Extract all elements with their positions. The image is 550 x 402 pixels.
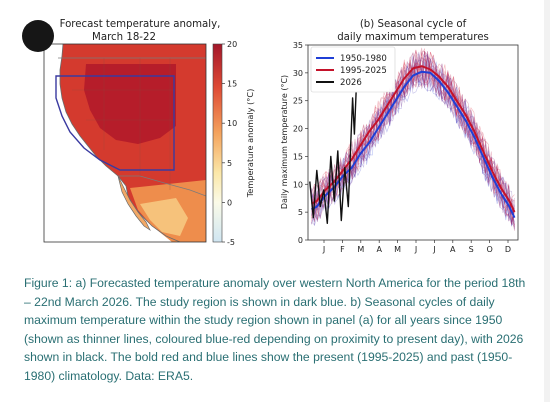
y-tick-label: 15: [293, 152, 303, 161]
historical-year-line: [311, 51, 515, 214]
panel-b-title: (b) Seasonal cycle of: [360, 19, 467, 30]
camera-dot: [22, 20, 54, 52]
legend-label-current: 2026: [340, 78, 362, 88]
x-tick-label: S: [469, 245, 474, 254]
legend-label-present: 1995-2025: [340, 66, 387, 76]
figure-caption: Figure 1: a) Forecasted temperature anom…: [24, 276, 526, 383]
x-tick-label: O: [486, 245, 492, 254]
y-tick-label: 25: [293, 97, 303, 106]
legend: 1950-1980 1995-2025 2026: [310, 46, 396, 93]
climatology-series: [309, 65, 516, 224]
study-region-box: [55, 75, 175, 171]
colorbar-tick-label: 15: [227, 80, 237, 89]
colorbar-tick-label: 20: [227, 40, 237, 49]
map-frame: [43, 43, 207, 243]
historical-year-line: [311, 47, 515, 222]
panel-a-subtitle: March 18-22: [92, 32, 156, 43]
panel-a: Forecast temperature anomaly, March 18-2…: [43, 19, 255, 247]
colorbar-tick-label: -5: [227, 238, 235, 247]
x-tick-label: M: [394, 245, 401, 254]
historical-year-line: [311, 60, 515, 219]
historical-year-line: [311, 47, 515, 224]
panel-b-subtitle: daily maximum temperatures: [337, 32, 489, 43]
historical-year-line: [311, 55, 515, 225]
colorbar-label: Temperature anomaly (°C): [245, 89, 255, 199]
baja-peninsula: [117, 175, 151, 232]
historical-year-line: [311, 49, 515, 221]
legend-label-past: 1950-1980: [340, 54, 387, 64]
y-tick-label: 10: [293, 180, 303, 189]
colorbar-tick-label: 5: [227, 159, 232, 168]
hot-core: [84, 64, 176, 144]
mild-southwest: [140, 198, 188, 236]
x-tick-label: J: [414, 245, 417, 254]
present-climatology-line: [311, 65, 516, 213]
historical-year-line: [311, 74, 515, 223]
colorbar: [212, 43, 223, 243]
historical-year-line: [311, 57, 515, 227]
x-tick-label: F: [340, 245, 345, 254]
panel-a-title: Forecast temperature anomaly,: [60, 19, 221, 30]
plot-frame: [307, 44, 519, 241]
historical-year-line: [311, 53, 515, 225]
us-mexico-border: [118, 175, 206, 197]
y-axis-label: Daily maximum temperature (°C): [280, 75, 289, 209]
x-tick-label: M: [357, 245, 364, 254]
year-2026-line: [309, 92, 357, 224]
x-tick-label: A: [376, 245, 382, 254]
y-axis-ticks: 0 5 10 15 20 25 30 35: [293, 41, 308, 245]
x-tick-label: J: [432, 245, 435, 254]
state-borders: [72, 58, 176, 190]
y-tick-label: 0: [298, 236, 303, 245]
past-climatology-line: [311, 70, 516, 219]
x-tick-label: A: [450, 245, 456, 254]
panel-b: (b) Seasonal cycle of daily maximum temp…: [280, 19, 519, 254]
y-tick-label: 35: [293, 41, 303, 50]
x-tick-label: J: [322, 245, 325, 254]
y-tick-label: 20: [293, 125, 303, 134]
y-tick-label: 30: [293, 69, 303, 78]
x-tick-label: D: [505, 245, 511, 254]
page-edge: [544, 0, 550, 402]
y-tick-label: 5: [298, 208, 303, 217]
colorbar-ticks: 20 15 10 5 0 -5: [222, 40, 237, 247]
historical-year-line: [311, 57, 515, 219]
colorbar-tick-label: 0: [227, 198, 232, 207]
colorbar-tick-label: 10: [227, 119, 237, 128]
